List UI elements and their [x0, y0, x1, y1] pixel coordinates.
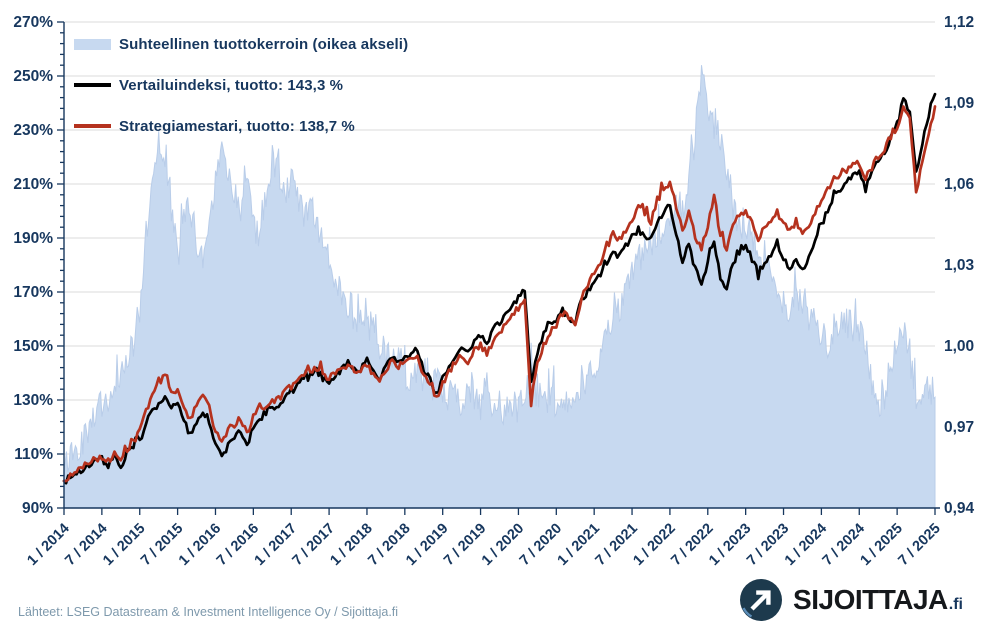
right-axis-tick-label: 1,12 [944, 14, 974, 31]
y-axis-tick-label: 130% [13, 392, 53, 409]
right-axis-tick-label: 1,09 [944, 95, 975, 112]
legend-item-strategy: Strategiamestari, tuotto: 138,7 % [74, 113, 408, 139]
source-note: Lähteet: LSEG Datastream & Investment In… [18, 605, 399, 619]
y-axis-tick-label: 210% [13, 176, 53, 193]
sijoittaja-logo: SIJOITTAJA .fi [738, 577, 963, 623]
logo-tld: .fi [948, 596, 963, 613]
chart-legend: Suhteellinen tuottokerroin (oikea akseli… [74, 31, 408, 154]
benchmark-line [62, 92, 937, 485]
y-axis-tick-label: 270% [13, 14, 53, 31]
line-swatch-icon [74, 124, 111, 128]
y-axis-tick-label: 170% [13, 284, 53, 301]
logo-brand: SIJOITTAJA [793, 584, 948, 615]
right-axis-tick-label: 0,94 [944, 500, 975, 517]
legend-item-relative-return: Suhteellinen tuottokerroin (oikea akseli… [74, 31, 408, 57]
right-axis-tick-label: 1,00 [944, 338, 974, 355]
strategy-line [62, 105, 937, 483]
y-axis-tick-label: 230% [13, 122, 53, 139]
legend-label: Vertailuindeksi, tuotto: 143,3 % [119, 76, 344, 94]
right-axis-tick-label: 1,03 [944, 257, 975, 274]
logo-wordmark: SIJOITTAJA .fi [793, 584, 963, 616]
logo-arrow-icon [740, 579, 783, 621]
y-axis-tick-label: 110% [14, 446, 53, 463]
right-axis-tick-label: 0,97 [944, 419, 974, 436]
y-axis-tick-label: 150% [13, 338, 53, 355]
y-axis-tick-label: 250% [13, 68, 53, 85]
legend-label: Strategiamestari, tuotto: 138,7 % [119, 117, 355, 135]
x-axis-tick-label: 7 / 2025 [895, 521, 943, 569]
line-swatch-icon [74, 83, 111, 87]
y-axis-tick-label: 90% [22, 500, 53, 517]
y-axis-tick-label: 190% [13, 230, 53, 247]
area-swatch-icon [74, 38, 111, 50]
right-axis-tick-label: 1,06 [944, 176, 975, 193]
legend-item-benchmark: Vertailuindeksi, tuotto: 143,3 % [74, 72, 408, 98]
legend-label: Suhteellinen tuottokerroin (oikea akseli… [119, 35, 409, 53]
